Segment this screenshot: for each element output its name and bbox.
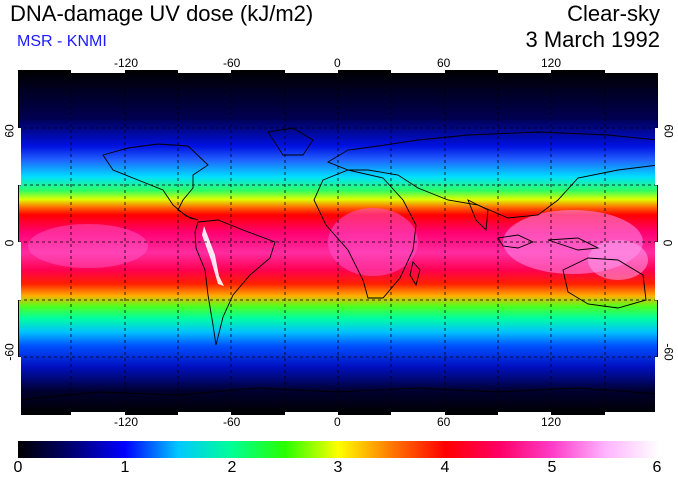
lon-tick-bottom-60: 60	[437, 415, 451, 429]
maritime-continent-coast	[497, 234, 535, 249]
lat-tick-left-minus60: -60	[2, 343, 17, 361]
colorbar-label-1: 1	[120, 459, 130, 476]
eurasia-coast	[326, 131, 659, 219]
greenland-coast	[267, 127, 314, 156]
data-source-label: MSR - KNMI	[17, 33, 107, 50]
lat-tick-left-0: 0	[2, 239, 17, 247]
uv-dose-map-svg	[17, 70, 659, 415]
australia-coast	[562, 257, 647, 309]
frame-tick-marks	[18, 70, 658, 415]
lon-tick-top-minus120: -120	[114, 56, 139, 70]
madagascar-coast	[409, 261, 421, 287]
lat-tick-right-minus60: -60	[661, 343, 676, 361]
colorbar-label-3: 3	[333, 459, 343, 476]
date-label: 3 March 1992	[525, 27, 660, 52]
lon-tick-bottom-minus60: -60	[223, 415, 241, 429]
lat-tick-left-60: 60	[2, 124, 17, 138]
colorbar-svg	[18, 441, 659, 458]
lon-tick-top-0: 0	[334, 56, 341, 70]
pacific-high-uv	[28, 224, 148, 268]
colorbar-label-5: 5	[547, 459, 557, 476]
new-guinea-coast	[547, 237, 600, 251]
coastlines	[17, 127, 659, 401]
colorbar-label-2: 2	[227, 459, 237, 476]
lon-tick-top-120: 120	[541, 56, 562, 70]
lat-tick-right-60: 60	[661, 124, 676, 138]
colorbar-label-6: 6	[652, 459, 662, 476]
lon-tick-bottom-minus120: -120	[114, 415, 139, 429]
africa-coast	[313, 169, 417, 299]
lat-tick-right-0: 0	[660, 239, 675, 247]
lon-tick-bottom-120: 120	[541, 415, 562, 429]
india-coast	[467, 199, 489, 231]
lon-tick-top-60: 60	[437, 56, 451, 70]
uv-dose-map	[17, 70, 659, 415]
andes-high-uv	[202, 226, 224, 286]
colorbar-label-4: 4	[440, 459, 450, 476]
gridlines	[18, 70, 658, 415]
lon-tick-bottom-0: 0	[334, 415, 341, 429]
map-title: DNA-damage UV dose (kJ/m2)	[10, 1, 314, 26]
sky-condition-label: Clear-sky	[567, 1, 660, 26]
colorbar-label-0: 0	[13, 459, 23, 476]
lon-tick-top-minus60: -60	[223, 56, 241, 70]
colorbar	[18, 441, 659, 458]
south-america-coast	[194, 219, 276, 346]
colorbar-gradient	[18, 441, 659, 458]
